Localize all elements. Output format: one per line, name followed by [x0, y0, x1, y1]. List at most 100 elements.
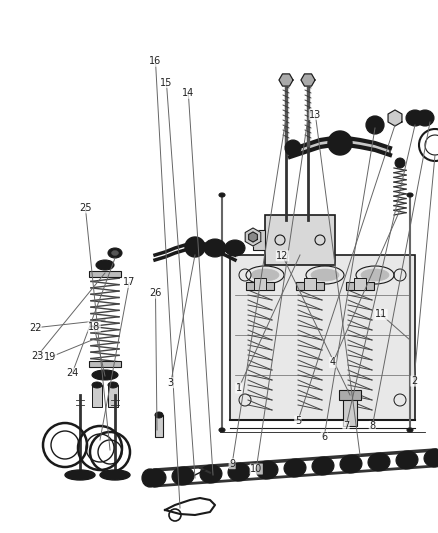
Ellipse shape — [108, 248, 122, 258]
Polygon shape — [249, 232, 258, 242]
Ellipse shape — [340, 455, 362, 473]
Text: 2: 2 — [411, 376, 417, 386]
Ellipse shape — [401, 455, 413, 465]
Text: 10: 10 — [250, 464, 262, 474]
FancyBboxPatch shape — [253, 230, 265, 250]
Bar — [89, 361, 121, 367]
Ellipse shape — [373, 457, 385, 467]
Text: 6: 6 — [321, 432, 327, 442]
Ellipse shape — [112, 251, 119, 255]
Text: 26: 26 — [149, 288, 162, 298]
Ellipse shape — [100, 470, 130, 480]
Ellipse shape — [101, 262, 109, 268]
Polygon shape — [301, 74, 315, 86]
Ellipse shape — [311, 269, 339, 281]
Text: 4: 4 — [330, 358, 336, 367]
Ellipse shape — [209, 243, 221, 253]
Ellipse shape — [144, 469, 166, 487]
Ellipse shape — [289, 463, 301, 473]
Ellipse shape — [410, 114, 420, 122]
Ellipse shape — [225, 240, 245, 256]
Ellipse shape — [149, 473, 161, 483]
FancyBboxPatch shape — [265, 215, 335, 265]
Bar — [155, 415, 163, 437]
Bar — [343, 398, 357, 426]
Circle shape — [185, 237, 205, 257]
Bar — [92, 385, 102, 407]
Ellipse shape — [96, 260, 114, 270]
Ellipse shape — [256, 461, 278, 479]
Circle shape — [370, 120, 380, 130]
Ellipse shape — [219, 193, 225, 197]
Ellipse shape — [396, 451, 418, 469]
Circle shape — [366, 116, 384, 134]
Text: 18: 18 — [88, 322, 100, 332]
Text: 13: 13 — [309, 110, 321, 119]
Text: 24: 24 — [66, 368, 78, 378]
Polygon shape — [388, 110, 402, 126]
Bar — [230, 255, 415, 420]
Circle shape — [328, 131, 352, 155]
Bar — [254, 278, 266, 290]
Text: 11: 11 — [375, 310, 387, 319]
Ellipse shape — [261, 465, 273, 475]
Text: 9: 9 — [229, 459, 235, 469]
Ellipse shape — [108, 382, 118, 388]
Text: 17: 17 — [123, 278, 135, 287]
Ellipse shape — [142, 469, 158, 487]
Circle shape — [285, 140, 301, 156]
Bar — [246, 282, 274, 290]
Text: 25: 25 — [79, 203, 92, 213]
Text: 19: 19 — [44, 352, 57, 362]
Polygon shape — [279, 74, 293, 86]
Ellipse shape — [424, 449, 438, 467]
Ellipse shape — [416, 110, 434, 126]
Ellipse shape — [219, 428, 225, 432]
Circle shape — [190, 242, 200, 252]
Text: 15: 15 — [160, 78, 173, 87]
Ellipse shape — [368, 453, 390, 471]
Bar — [89, 271, 121, 277]
Text: 8: 8 — [369, 422, 375, 431]
Bar — [304, 278, 316, 290]
Ellipse shape — [284, 459, 306, 477]
Circle shape — [334, 137, 346, 149]
Polygon shape — [245, 228, 261, 246]
Ellipse shape — [406, 110, 424, 126]
Ellipse shape — [429, 453, 438, 463]
Ellipse shape — [312, 457, 334, 475]
Ellipse shape — [228, 463, 250, 481]
Ellipse shape — [345, 459, 357, 469]
Bar — [296, 282, 324, 290]
Text: 22: 22 — [29, 323, 41, 333]
Circle shape — [395, 158, 405, 168]
Text: 5: 5 — [295, 416, 301, 426]
Text: 16: 16 — [149, 56, 162, 66]
Ellipse shape — [230, 244, 240, 252]
Text: 7: 7 — [343, 422, 349, 431]
Text: 23: 23 — [31, 351, 43, 361]
Text: 1: 1 — [236, 383, 242, 393]
Ellipse shape — [233, 467, 245, 477]
Ellipse shape — [155, 412, 163, 418]
Ellipse shape — [92, 370, 118, 380]
Text: 14: 14 — [182, 88, 194, 98]
Ellipse shape — [205, 469, 217, 479]
Ellipse shape — [172, 467, 194, 485]
Ellipse shape — [407, 193, 413, 197]
Ellipse shape — [204, 239, 226, 257]
Circle shape — [211, 471, 219, 479]
Ellipse shape — [407, 428, 413, 432]
Ellipse shape — [317, 461, 329, 471]
Ellipse shape — [177, 471, 189, 481]
Ellipse shape — [420, 114, 430, 122]
Ellipse shape — [251, 269, 279, 281]
Ellipse shape — [65, 470, 95, 480]
Text: 3: 3 — [168, 378, 174, 387]
Ellipse shape — [92, 382, 102, 388]
Ellipse shape — [200, 465, 222, 483]
Text: 12: 12 — [276, 251, 289, 261]
Bar — [339, 390, 361, 400]
Bar — [346, 282, 374, 290]
Bar — [354, 278, 366, 290]
